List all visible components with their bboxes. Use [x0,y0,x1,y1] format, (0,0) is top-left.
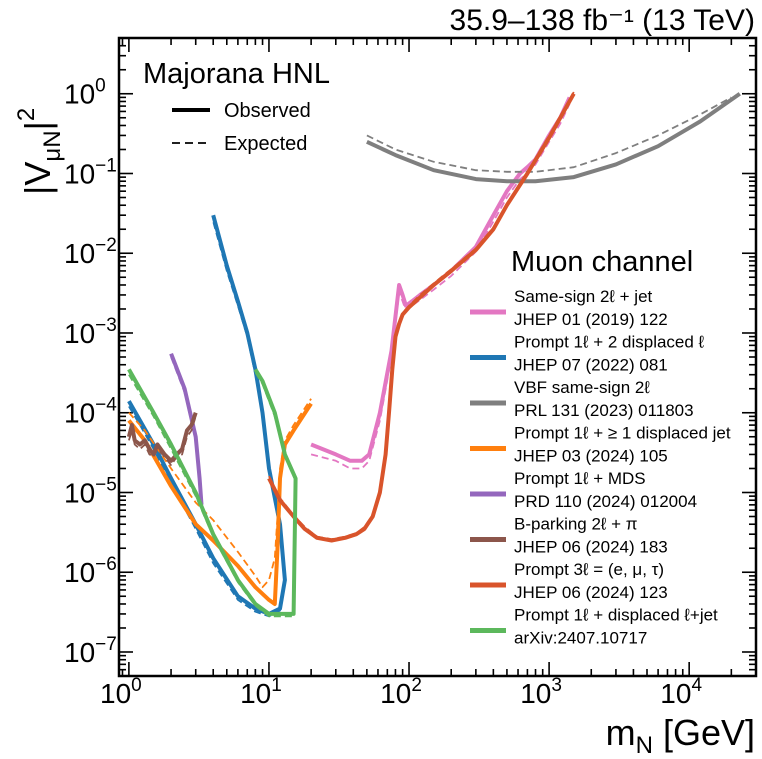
legend-ref: PRL 131 (2023) 011803 [514,401,694,420]
series-layer [126,91,741,618]
observed-limit-line [126,412,198,463]
y-axis-label: |VμN|2 [13,108,66,195]
y-tick-label: 10−4 [64,395,117,429]
lumi-label: 35.9–138 fb⁻¹ (13 TeV) [450,4,755,37]
series-legend: Same-sign 2ℓ + jet JHEP 01 (2019) 122 Prom… [470,287,731,648]
x-tick-label: 104 [660,675,702,709]
x-axis-label: mN [GeV] [606,712,755,754]
y-tick-labels: 100 10−1 10−2 10−3 10−4 10−5 10−6 10−7 [64,76,117,668]
legend-ref: PRD 110 (2024) 012004 [514,492,697,511]
observed-limit-line [127,214,287,616]
plot-frame [117,36,758,678]
legend-name: Prompt 1ℓ + 2 displaced ℓ [514,333,705,352]
x-tick-label: 102 [380,675,422,709]
y-tick-label: 10−7 [64,634,117,668]
y-tick-label: 10−1 [64,155,117,189]
expected-legend-label: Expected [224,133,307,155]
series-6 [267,91,576,543]
legend-ref: JHEP 01 (2019) 122 [514,310,668,329]
legend-title: Muon channel [511,246,693,278]
observed-limit-line [169,352,204,505]
legend-name: Same-sign 2ℓ + jet [514,287,653,306]
observed-limit-line [366,92,741,184]
y-tick-label: 10−2 [64,235,117,269]
observed-limit-line [267,92,576,543]
series-4 [169,352,204,508]
legend-name: B-parking 2ℓ + π [514,515,638,534]
legend-ref: JHEP 03 (2024) 105 [514,447,668,466]
y-tick-label: 10−3 [64,315,117,349]
x-tick-label: 103 [520,675,562,709]
legend-ref: JHEP 06 (2024) 123 [514,583,668,602]
x-tick-label: 101 [240,675,282,709]
legend-ref: arXiv:2407.10717 [514,629,647,648]
legend-name: Prompt 1ℓ + ≥ 1 displaced jet [514,424,731,443]
series-7 [127,368,298,618]
x-tick-label: 100 [100,675,142,709]
observed-limit-line [127,368,298,616]
legend-ref: JHEP 06 (2024) 183 [514,538,668,557]
legend-name: Prompt 1ℓ + displaced ℓ+jet [514,606,718,625]
y-tick-label: 10−6 [64,554,117,588]
legend-name: VBF same-sign 2ℓ [514,378,650,397]
legend-name: Prompt 3ℓ = (e, μ, τ) [514,560,664,579]
model-label: Majorana HNL [143,58,330,90]
series-2 [366,92,741,184]
y-tick-label: 10−5 [64,474,117,508]
series-5 [126,412,198,467]
series-1 [127,214,287,618]
expected-limit-line [128,398,312,589]
y-tick-label: 100 [64,76,106,110]
legend-ref: JHEP 07 (2022) 081 [514,356,668,375]
expected-limit-line [366,96,732,173]
legend-name: Prompt 1ℓ + MDS [514,469,646,488]
observed-legend-label: Observed [224,100,311,122]
x-tick-labels: 100 101 102 103 104 [100,675,702,709]
